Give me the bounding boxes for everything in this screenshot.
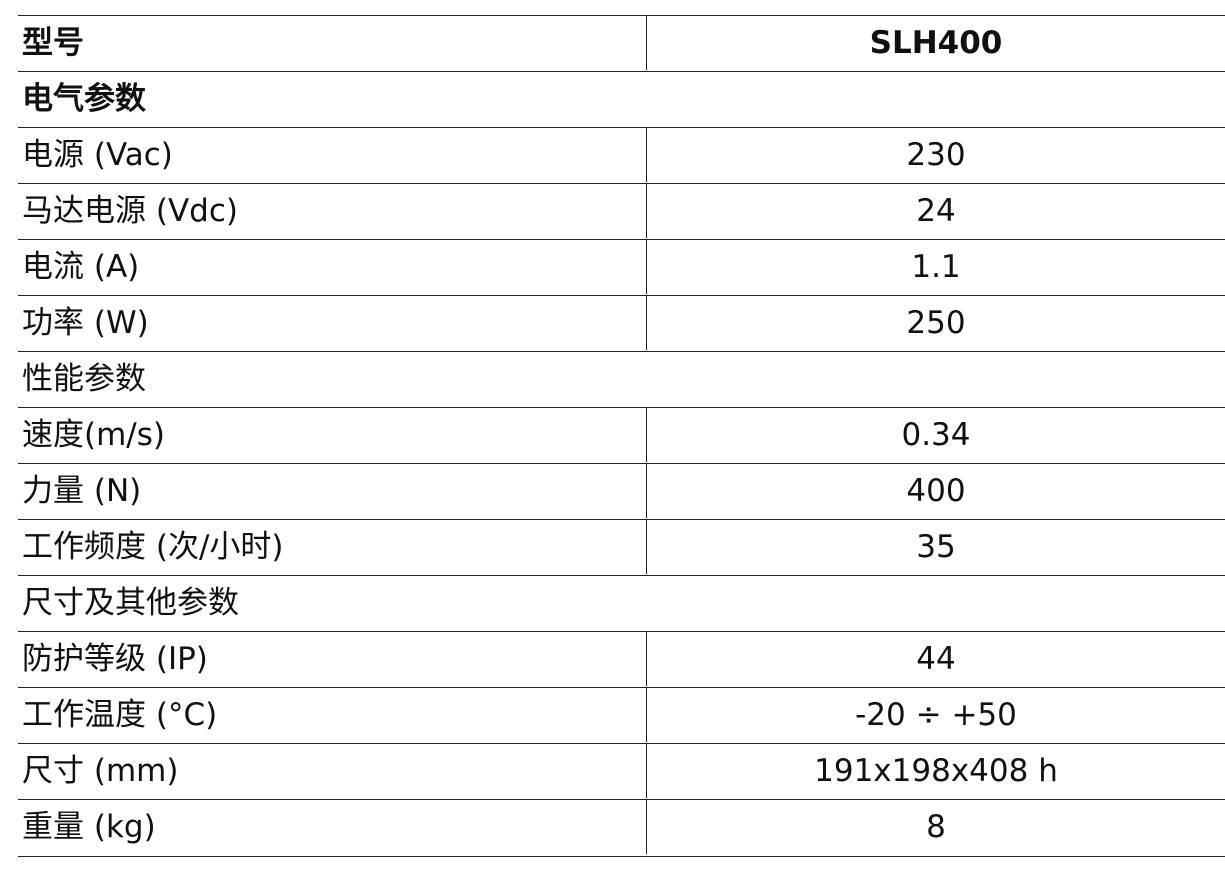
row-value: 24 — [646, 184, 1225, 238]
data-row: 重量 (kg) 8 — [18, 799, 1225, 857]
row-label: 功率 (W) — [22, 305, 149, 341]
row-value: 35 — [646, 520, 1225, 574]
row-label: 尺寸 (mm) — [22, 753, 179, 789]
row-value: 191x198x408 h — [646, 744, 1225, 798]
section-title: 性能参数 — [22, 361, 146, 397]
row-label: 电源 (Vac) — [22, 137, 173, 173]
data-row: 速度(m/s) 0.34 — [18, 407, 1225, 463]
row-value: 0.34 — [646, 408, 1225, 462]
row-label: 速度(m/s) — [22, 417, 165, 453]
row-label: 型号 — [22, 25, 84, 61]
data-row: 尺寸 (mm) 191x198x408 h — [18, 743, 1225, 799]
row-value: -20 ÷ +50 — [646, 688, 1225, 742]
data-row: 工作温度 (°C) -20 ÷ +50 — [18, 687, 1225, 743]
row-label: 力量 (N) — [22, 473, 142, 509]
row-label: 马达电源 (Vdc) — [22, 193, 238, 229]
row-value: 230 — [646, 128, 1225, 182]
data-row: 电流 (A) 1.1 — [18, 239, 1225, 295]
header-row: 型号 SLH400 — [18, 15, 1225, 71]
row-value: SLH400 — [646, 16, 1225, 70]
row-label: 重量 (kg) — [22, 809, 156, 845]
row-label: 电流 (A) — [22, 249, 140, 285]
row-value: 1.1 — [646, 240, 1225, 294]
row-label: 防护等级 (IP) — [22, 641, 208, 677]
row-value: 250 — [646, 296, 1225, 350]
data-row: 马达电源 (Vdc) 24 — [18, 183, 1225, 239]
row-label: 工作温度 (°C) — [22, 697, 218, 733]
row-label: 工作频度 (次/小时) — [22, 529, 284, 565]
section-title: 电气参数 — [22, 81, 146, 117]
section-row: 电气参数 — [18, 71, 1225, 127]
data-row: 电源 (Vac) 230 — [18, 127, 1225, 183]
data-row: 力量 (N) 400 — [18, 463, 1225, 519]
data-row: 防护等级 (IP) 44 — [18, 631, 1225, 687]
row-value: 400 — [646, 464, 1225, 518]
row-value: 8 — [646, 800, 1225, 854]
row-value: 44 — [646, 632, 1225, 686]
section-row: 性能参数 — [18, 351, 1225, 407]
section-row: 尺寸及其他参数 — [18, 575, 1225, 631]
data-row: 功率 (W) 250 — [18, 295, 1225, 351]
section-title: 尺寸及其他参数 — [22, 585, 239, 621]
data-row: 工作频度 (次/小时) 35 — [18, 519, 1225, 575]
